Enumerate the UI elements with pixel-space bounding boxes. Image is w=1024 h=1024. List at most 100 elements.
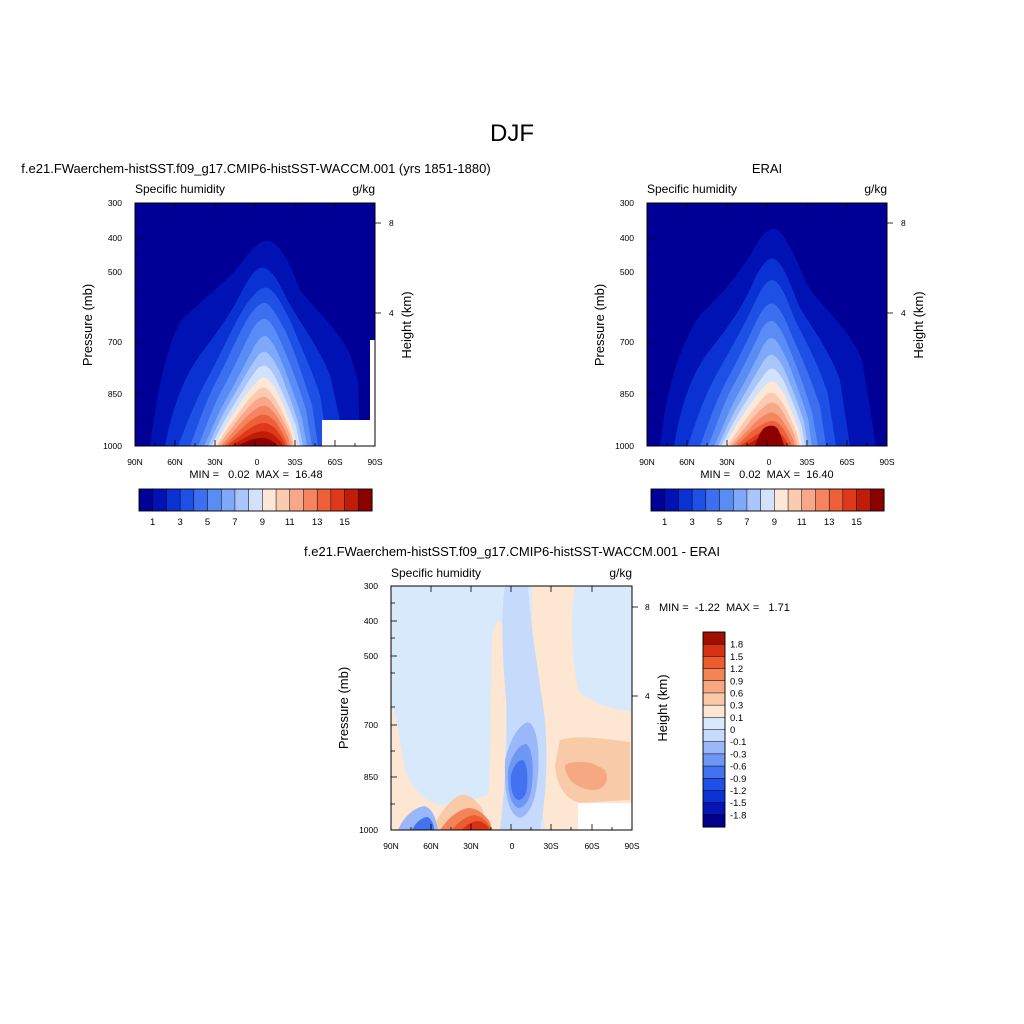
colorbar-swatch	[275, 488, 291, 512]
colorbar-swatch	[702, 753, 726, 767]
colorbar-diff: 1.81.51.20.90.60.30.10-0.1-0.3-0.6-0.9-1…	[702, 631, 746, 828]
x-tick-label: 30N	[207, 457, 223, 467]
min-max-stats: MIN = 0.02 MAX = 16.48	[189, 469, 322, 481]
contour-negative-low-lat	[412, 817, 434, 830]
colorbar-label: 0.3	[730, 701, 743, 712]
height-tick-label: 4	[645, 691, 650, 701]
x-tick-label: 60S	[839, 457, 854, 467]
panel-model-contours	[135, 203, 375, 446]
colorbar-swatch	[262, 488, 277, 512]
y-tick-label: 300	[108, 198, 122, 208]
panel-obs-title: ERAI	[752, 161, 782, 176]
colorbar-label: 3	[689, 517, 694, 528]
colorbar-label: 1	[662, 517, 667, 528]
colorbar-swatch	[702, 692, 726, 706]
colorbar-swatch	[702, 729, 726, 743]
x-tick-label: 30S	[799, 457, 814, 467]
colorbar-label: -0.6	[730, 762, 746, 773]
colorbar-swatch	[702, 741, 726, 755]
colorbar-swatch	[289, 488, 305, 512]
colorbar-swatch	[691, 488, 707, 512]
colorbar-swatch	[344, 488, 359, 512]
colorbar-swatch	[702, 790, 726, 804]
colorbar-swatch	[702, 680, 726, 694]
colorbar-swatch	[316, 488, 332, 512]
panel-obs-left-label: Specific humidity	[647, 182, 737, 196]
x-tick-label: 60N	[423, 841, 439, 851]
colorbar-swatch	[702, 631, 726, 645]
colorbar-swatch	[220, 488, 236, 512]
y-tick-label: 850	[364, 772, 378, 782]
colorbar-label: 7	[232, 517, 237, 528]
colorbar-swatch	[774, 488, 789, 512]
height-tick-label: 4	[389, 308, 394, 318]
colorbar-swatch	[138, 488, 154, 512]
panel-model: f.e21.FWaerchem-histSST.f09_g17.CMIP6-hi…	[21, 161, 490, 528]
panel-model-left-label: Specific humidity	[135, 182, 225, 196]
colorbar-swatch	[248, 488, 263, 512]
x-tick-label: 90N	[383, 841, 399, 851]
height-tick-label: 8	[901, 218, 906, 228]
colorbar-label: 0.1	[730, 713, 743, 724]
height-tick-label: 4	[901, 308, 906, 318]
colorbar-label: 1.2	[730, 664, 743, 675]
y-tick-label: 700	[108, 337, 122, 347]
panel-obs-axes	[647, 202, 893, 446]
colorbar-swatch	[152, 488, 167, 512]
colorbar-label: 5	[717, 517, 722, 528]
colorbar-swatch	[166, 488, 181, 512]
colorbar-label: -1.2	[730, 786, 746, 797]
colorbar-swatch	[705, 488, 721, 512]
colorbar-swatch	[746, 488, 762, 512]
colorbar-swatch	[664, 488, 679, 512]
y-axis-label-right: Height (km)	[911, 291, 926, 358]
x-tick-label: 30N	[463, 841, 479, 851]
colorbar-swatch	[702, 704, 726, 718]
colorbar-swatch	[702, 643, 726, 657]
colorbar-label: -0.1	[730, 737, 746, 748]
min-max-stats: MIN = -1.22 MAX = 1.71	[659, 602, 790, 614]
colorbar-swatch	[760, 488, 775, 512]
colorbar-swatch	[702, 717, 726, 731]
panel-diff-contours	[391, 586, 632, 830]
y-tick-label: 500	[620, 267, 634, 277]
colorbar-label: 11	[797, 517, 807, 528]
x-tick-label: 30S	[543, 841, 558, 851]
colorbar-label: 13	[824, 517, 835, 528]
y-axis-label: Pressure (mb)	[592, 284, 607, 366]
colorbar-obs: 1 3 5 7 9 11 13 15	[650, 488, 885, 528]
missing-data-region	[578, 803, 632, 830]
colorbar-label: -1.5	[730, 798, 746, 809]
y-axis-label: Pressure (mb)	[80, 284, 95, 366]
colorbar-label: 7	[744, 517, 749, 528]
colorbar-swatch	[856, 488, 871, 512]
x-tick-label: 60S	[584, 841, 599, 851]
colorbar-swatch	[358, 488, 373, 512]
colorbar-swatch	[719, 488, 734, 512]
colorbar-swatch	[702, 668, 726, 682]
x-tick-label: 90S	[879, 457, 894, 467]
contour-positive-high	[565, 761, 607, 790]
colorbar-label: 15	[851, 517, 862, 528]
colorbar-swatch	[179, 488, 195, 512]
colorbar-swatch	[193, 488, 209, 512]
panel-diff: f.e21.FWaerchem-histSST.f09_g17.CMIP6-hi…	[304, 544, 790, 851]
colorbar-swatch	[330, 488, 346, 512]
y-tick-label: 500	[108, 267, 122, 277]
colorbar-label: -1.8	[730, 810, 746, 821]
y-tick-label: 500	[364, 651, 378, 661]
y-tick-label: 850	[620, 389, 634, 399]
x-tick-label: 0	[767, 457, 772, 467]
colorbar-label: 11	[285, 517, 295, 528]
contour-band-16	[755, 425, 784, 446]
panel-model-title: f.e21.FWaerchem-histSST.f09_g17.CMIP6-hi…	[21, 161, 490, 176]
colorbar-swatch	[702, 802, 726, 816]
height-tick-label: 8	[645, 602, 650, 612]
colorbar-swatch	[787, 488, 803, 512]
colorbar-label: 0.6	[730, 688, 743, 699]
y-tick-label: 400	[108, 233, 122, 243]
y-tick-label: 300	[620, 198, 634, 208]
colorbar-label: -0.3	[730, 749, 746, 760]
height-tick-label: 8	[389, 218, 394, 228]
contour-negative-max	[510, 760, 528, 800]
